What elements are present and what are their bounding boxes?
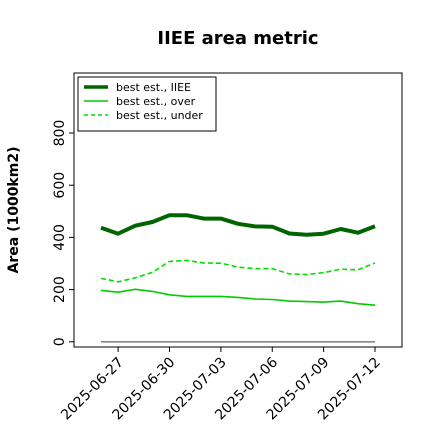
y-tick-label: 200 [52, 276, 68, 303]
y-tick-label: 400 [52, 224, 68, 251]
y-axis: 0 200 400 600 800 [52, 120, 74, 346]
series-layer [100, 213, 376, 343]
series-line-2 [100, 259, 376, 283]
y-axis-label: Area (1000km2) [6, 147, 22, 274]
legend-label: best est., IIEE [116, 81, 191, 94]
series-line-1 [100, 288, 376, 306]
y-tick-label: 600 [52, 172, 68, 199]
y-tick-label: 800 [52, 120, 68, 147]
legend-label: best est., over [116, 95, 196, 108]
series-line-0 [100, 213, 376, 237]
legend-label: best est., under [116, 109, 203, 122]
chart-title: IIEE area metric [157, 28, 318, 49]
x-axis: 2025-06-272025-06-302025-07-032025-07-06… [58, 347, 384, 423]
y-tick-label: 0 [52, 337, 68, 346]
plot-frame [73, 72, 403, 348]
